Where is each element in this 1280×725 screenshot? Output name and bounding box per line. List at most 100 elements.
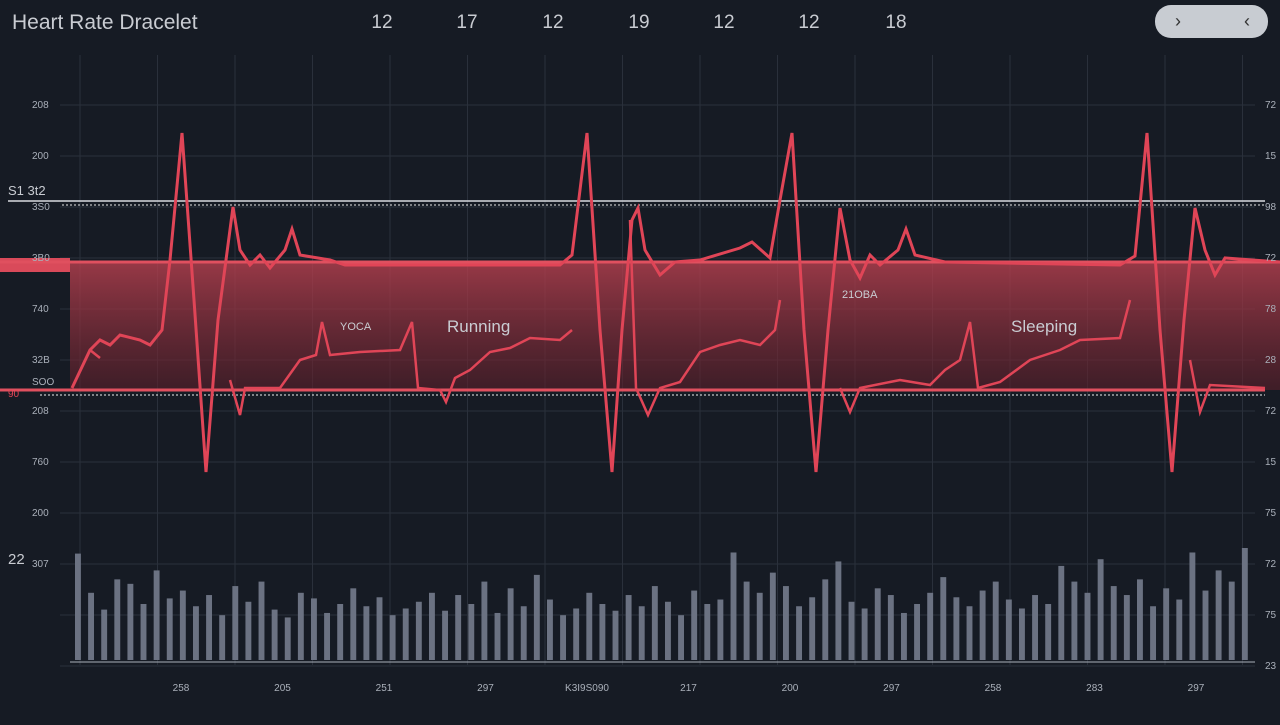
left-label: 32B xyxy=(32,355,50,366)
activity-bar xyxy=(429,592,435,660)
activity-bar xyxy=(232,586,239,660)
activity-bar xyxy=(1058,565,1065,660)
activity-bar xyxy=(1150,606,1157,660)
activity-bars xyxy=(75,548,1248,660)
activity-bar xyxy=(560,615,567,660)
activity-bar xyxy=(887,595,894,660)
activity-bar xyxy=(861,608,868,660)
activity-bar xyxy=(1202,590,1209,660)
activity-bar xyxy=(1032,595,1039,660)
activity-bar xyxy=(1005,599,1012,660)
right-label: 72 xyxy=(1265,100,1277,111)
bottom-label: 205 xyxy=(274,683,291,694)
activity-bar xyxy=(678,615,685,660)
activity-bar xyxy=(940,577,947,660)
next-icon[interactable]: › xyxy=(1175,11,1181,31)
activity-bar xyxy=(271,609,278,660)
activity-bar xyxy=(783,586,789,660)
bottom-label: 258 xyxy=(173,683,190,694)
activity-bar xyxy=(166,598,173,660)
activity-bar xyxy=(520,606,527,660)
title: Heart Rate Dracelet xyxy=(12,11,198,34)
activity-bar xyxy=(153,570,160,660)
activity-bar xyxy=(992,581,999,660)
activity-bar xyxy=(193,606,199,660)
activity-bar xyxy=(756,592,763,660)
bottom-label: 297 xyxy=(1188,683,1205,694)
mid-label: SOO xyxy=(32,377,54,388)
right-label: 75 xyxy=(1265,508,1277,519)
heart-rate-trace xyxy=(70,132,1280,473)
activity-bar xyxy=(1110,586,1117,660)
activity-bar xyxy=(455,595,462,660)
right-label: 15 xyxy=(1265,457,1277,468)
activity-bar xyxy=(979,590,986,660)
bottom-label: 258 xyxy=(985,683,1002,694)
bottom-label: 283 xyxy=(1086,683,1103,694)
activity-bar xyxy=(743,581,750,660)
secondary-trace xyxy=(89,219,1266,419)
left-label: 208 xyxy=(32,100,49,111)
activity-bar xyxy=(258,581,265,660)
activity-bar xyxy=(179,590,186,660)
activity-bar xyxy=(927,592,934,660)
left-label: 200 xyxy=(32,151,49,162)
activity-bar xyxy=(1084,592,1091,660)
low-label: 90 xyxy=(8,389,20,400)
left-label: 3S0 xyxy=(32,202,50,213)
top-numbers: 12 17 12 19 12 12 18 xyxy=(371,12,906,33)
left-label: 307 xyxy=(32,559,49,570)
activity-bar xyxy=(1189,552,1196,660)
left-label: 200 xyxy=(32,508,49,519)
activity-bar xyxy=(363,606,370,660)
right-label: 75 xyxy=(1265,610,1277,621)
right-label: 72 xyxy=(1265,406,1277,417)
activity-bar xyxy=(114,579,121,660)
activity-bar xyxy=(140,604,147,660)
activity-bar xyxy=(638,606,645,660)
activity-bar xyxy=(350,588,357,660)
activity-bar xyxy=(625,595,632,660)
activity-bar xyxy=(533,574,540,660)
right-label: 72 xyxy=(1265,253,1277,264)
activity-bar xyxy=(809,597,816,660)
activity-bar xyxy=(245,601,252,660)
activity-bar xyxy=(389,615,396,660)
activity-bar xyxy=(901,612,907,660)
activity-bar xyxy=(1019,608,1025,660)
activity-bar xyxy=(284,617,291,660)
activity-bar xyxy=(88,592,95,660)
activity-bar xyxy=(297,592,304,660)
bottom-label: 200 xyxy=(782,683,799,694)
activity-bar xyxy=(586,592,593,660)
activity-bar xyxy=(127,583,134,660)
activity-bar xyxy=(101,609,108,660)
big-label: 22 xyxy=(8,551,25,568)
activity-bar xyxy=(507,588,514,660)
activity-bar xyxy=(1228,581,1235,660)
right-label: 28 xyxy=(1265,355,1277,366)
activity-bar xyxy=(651,586,658,660)
right-label: 15 xyxy=(1265,151,1277,162)
top-number: 12 xyxy=(713,12,734,33)
top-number: 12 xyxy=(542,12,563,33)
activity-bar xyxy=(796,606,803,660)
activity-bar xyxy=(547,599,553,660)
nav-button[interactable] xyxy=(1155,5,1268,38)
left-label: 740 xyxy=(32,304,49,315)
prev-icon[interactable]: ‹ xyxy=(1244,11,1250,31)
bottom-label: 297 xyxy=(477,683,494,694)
top-number: 12 xyxy=(371,12,392,33)
activity-bar xyxy=(376,597,383,660)
bottom-label: 251 xyxy=(376,683,393,694)
activity-bar xyxy=(730,552,737,660)
activity-bar xyxy=(402,608,409,660)
activity-bar xyxy=(1097,559,1104,660)
bottom-label: 217 xyxy=(680,683,697,694)
activity-bar xyxy=(468,604,475,660)
activity-bar xyxy=(914,604,921,660)
activity-bar xyxy=(665,601,671,660)
activity-bar xyxy=(717,599,724,660)
activity-bar xyxy=(1045,604,1052,660)
